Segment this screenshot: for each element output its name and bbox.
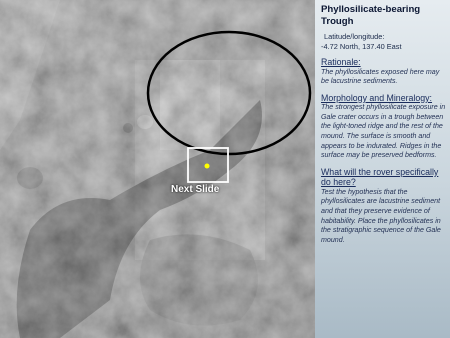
section-body: The strongest phyllosilicate exposure in… bbox=[321, 103, 446, 160]
location-label: Latitude/longitude: bbox=[324, 32, 385, 41]
location-value: -4.72 North, 137.40 East bbox=[321, 41, 402, 51]
landing-point bbox=[204, 163, 210, 169]
section-heading: Morphology and Mineralogy: bbox=[321, 92, 433, 103]
next-slide-link[interactable]: Next Slide bbox=[171, 184, 220, 195]
target-ellipse bbox=[146, 30, 312, 156]
info-panel: Phyllosilicate-bearing Trough Latitude/l… bbox=[315, 0, 450, 338]
section-heading: Rationale: bbox=[321, 57, 361, 67]
panel-title: Phyllosilicate-bearing Trough bbox=[321, 4, 421, 27]
site-box bbox=[187, 147, 229, 183]
section-heading: What will the rover specifically do here… bbox=[321, 166, 439, 188]
mars-image bbox=[0, 0, 315, 338]
section-body: The phyllosilicates exposed here may be … bbox=[321, 67, 440, 86]
location: Latitude/longitude: -4.72 North, 137.40 … bbox=[321, 32, 447, 51]
section-body: Test the hypothesis that the phyllosilic… bbox=[321, 187, 441, 244]
sections: Rationale: The phyllosilicates exposed he… bbox=[321, 57, 447, 245]
